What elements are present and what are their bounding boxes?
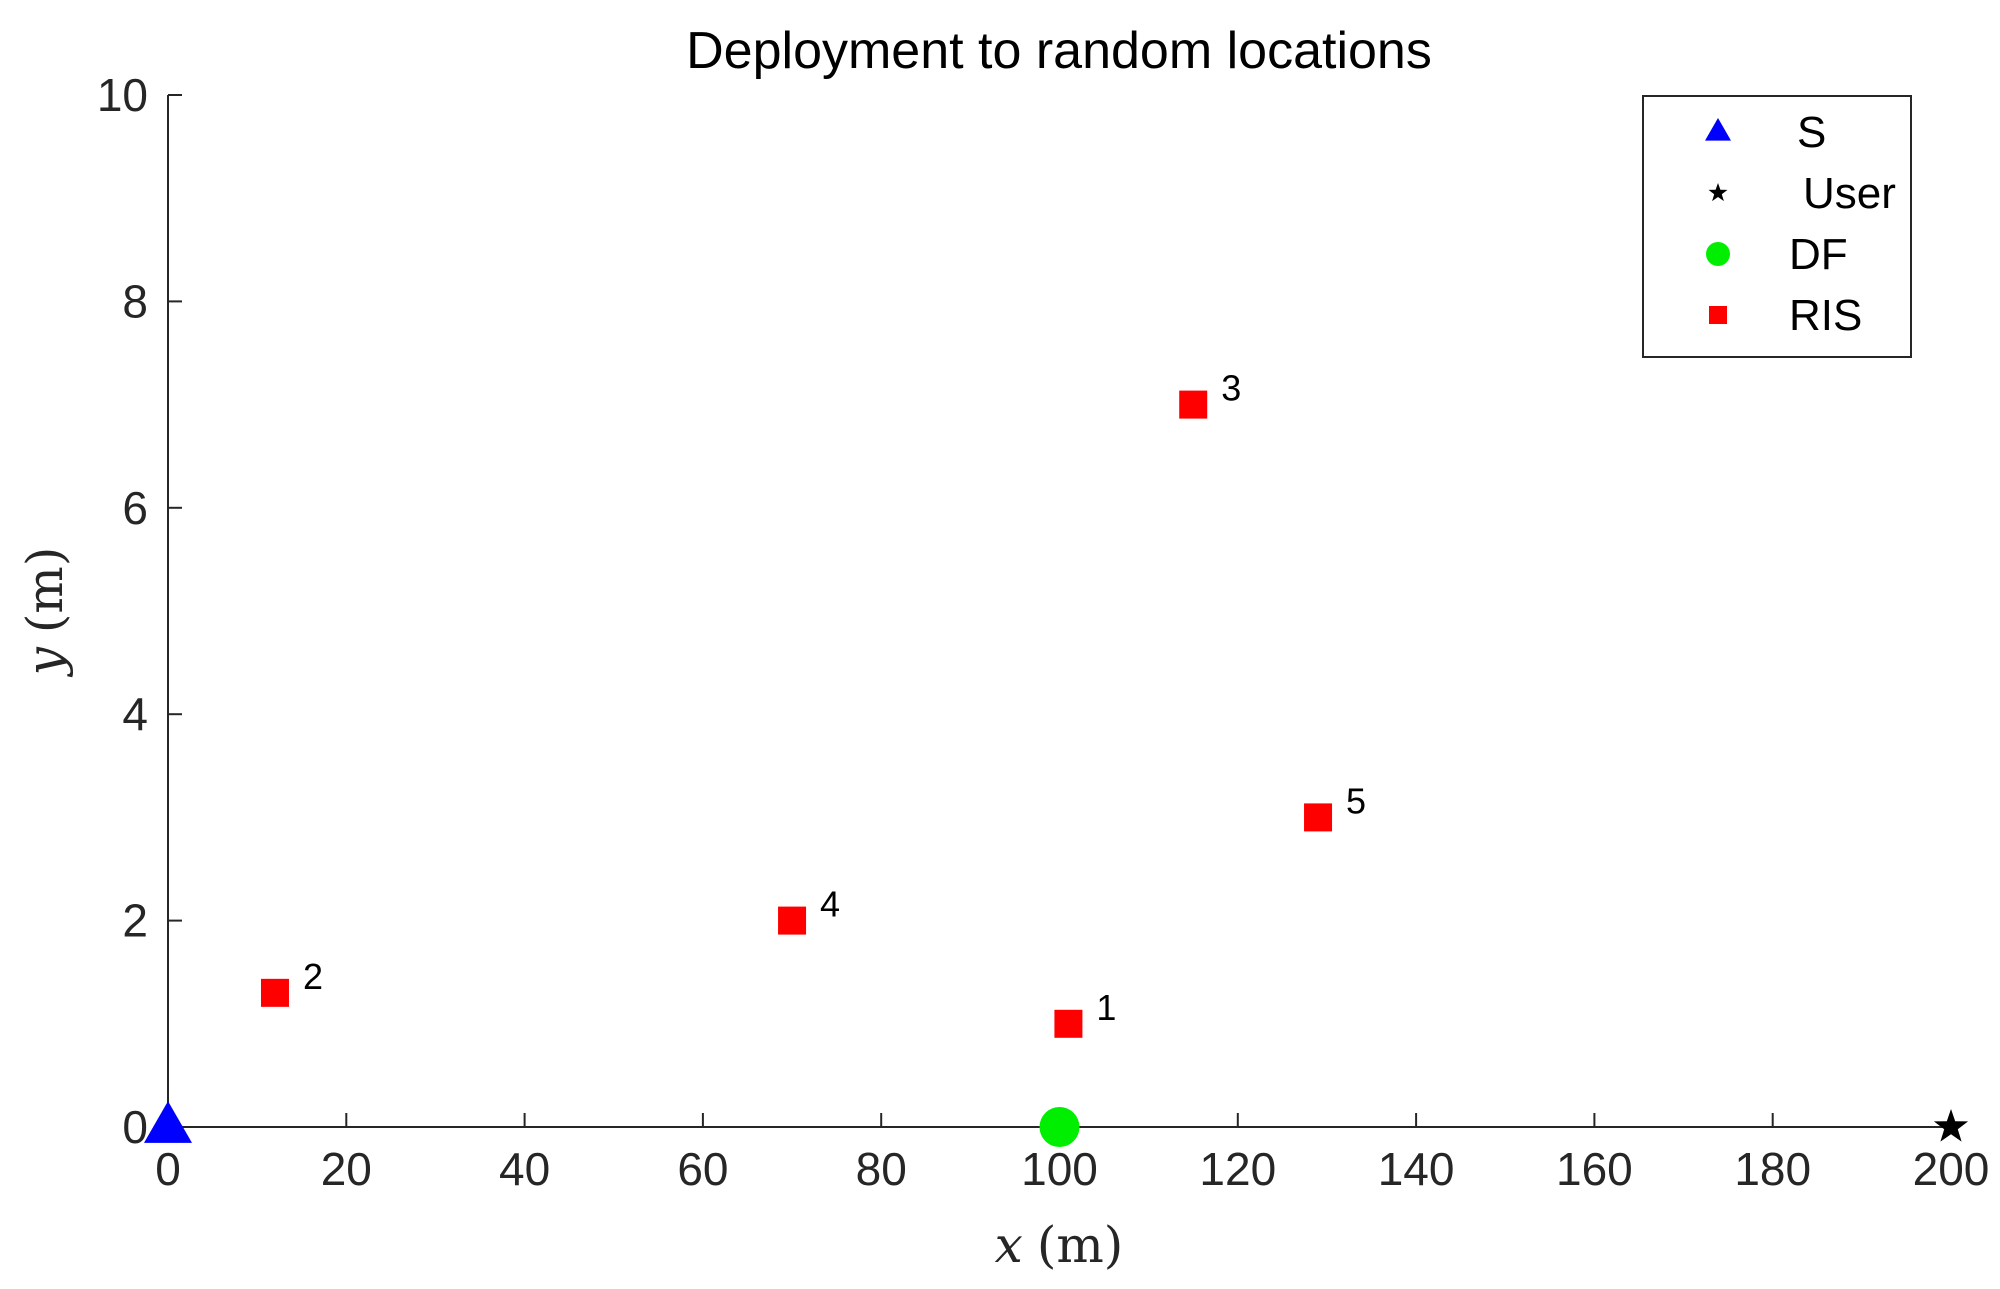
ris-point [778,907,806,935]
legend-box [1643,96,1911,357]
legend-label-ris: RIS [1789,291,1862,340]
ris-point-label: 4 [820,884,840,925]
ris-point [1054,1010,1082,1038]
legend-label-df: DF [1789,230,1848,279]
y-tick-label: 6 [122,482,148,534]
y-tick-label: 10 [97,69,148,121]
y-tick-label: 2 [122,895,148,947]
x-tick-label: 200 [1913,1143,1990,1195]
data-points: 1 2 3 4 5 [144,368,1968,1147]
ris-point-label: 3 [1221,368,1241,409]
y-axis-unit: (m) [16,547,74,633]
x-tick-label: 160 [1556,1143,1633,1195]
s-point [144,1101,192,1143]
x-tick-label: 100 [1021,1143,1098,1195]
y-tick-label: 4 [122,688,148,740]
x-tick-label: 120 [1199,1143,1276,1195]
y-axis-symbol: y [16,646,74,677]
x-tick-label: 80 [856,1143,907,1195]
x-tick-label: 60 [677,1143,728,1195]
df-point [1040,1107,1080,1147]
user-point [1934,1109,1968,1142]
y-ticks: 0 2 4 6 8 10 [97,69,182,1153]
y-axis-label: y (m) [16,547,74,678]
x-tick-label: 20 [321,1143,372,1195]
y-tick-label: 0 [122,1101,148,1153]
y-tick-label: 8 [122,275,148,327]
ris-point [1304,803,1332,831]
ris-point-label: 1 [1096,987,1116,1028]
x-tick-label: 0 [155,1143,181,1195]
legend-label-s: S [1797,108,1826,157]
legend: S User DF RIS [1643,96,1911,357]
ris-point-label: 5 [1346,780,1366,821]
x-tick-label: 180 [1734,1143,1811,1195]
x-tick-label: 140 [1378,1143,1455,1195]
x-axis-symbol: x [995,1216,1023,1274]
x-axis-unit: (m) [1037,1216,1123,1274]
ris-point [1179,391,1207,419]
x-tick-label: 40 [499,1143,550,1195]
x-axis-label: x (m) [995,1216,1124,1274]
ris-point [261,979,289,1007]
legend-marker-df [1706,242,1730,266]
chart-title: Deployment to random locations [686,22,1432,80]
ris-point-label: 2 [303,956,323,997]
legend-label-user: User [1803,169,1896,218]
legend-marker-ris [1709,306,1727,324]
